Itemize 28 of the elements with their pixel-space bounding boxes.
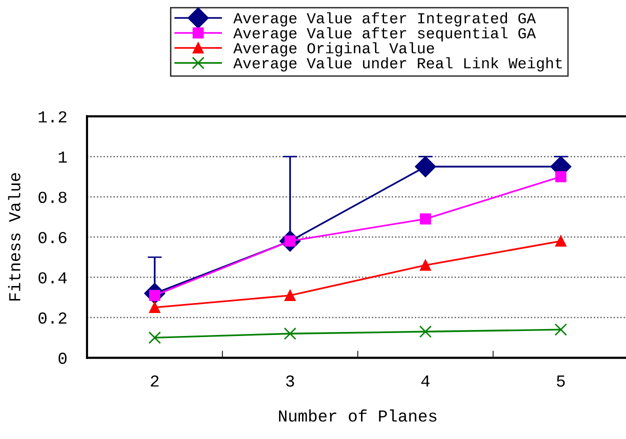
point — [284, 290, 296, 301]
y-tick-label: 1 — [58, 152, 67, 163]
y-tick-label: 0.2 — [38, 312, 66, 324]
y-tick-label: 0 — [58, 352, 67, 364]
point — [149, 302, 160, 314]
y-tick-label: 0.8 — [38, 192, 66, 204]
legend-label: Average Original Value — [233, 42, 434, 56]
y-tick-label: 1.2 — [38, 111, 66, 122]
point — [284, 327, 296, 340]
point — [420, 213, 431, 225]
point — [419, 325, 432, 338]
y-tick-label: 0.6 — [38, 232, 66, 244]
x-tick-label: 5 — [556, 376, 565, 387]
y-axis-title: Fitness Value — [8, 173, 20, 300]
point — [148, 331, 161, 344]
point — [555, 236, 566, 247]
point — [414, 156, 436, 178]
legend-label: Average Value after Integrated GA — [233, 12, 536, 26]
point — [555, 171, 566, 182]
point — [554, 323, 568, 336]
x-tick-label: 3 — [286, 375, 294, 387]
x-tick-label: 2 — [150, 375, 159, 387]
legend-label: Average Value after sequential GA — [233, 27, 536, 42]
x-axis-title: Number of Planes — [279, 409, 436, 422]
x-tick-label: 4 — [421, 376, 430, 387]
y-tick-label: 0.4 — [38, 272, 67, 284]
point — [420, 260, 431, 271]
legend-label: Average Value under Real Link Weight — [233, 57, 562, 72]
